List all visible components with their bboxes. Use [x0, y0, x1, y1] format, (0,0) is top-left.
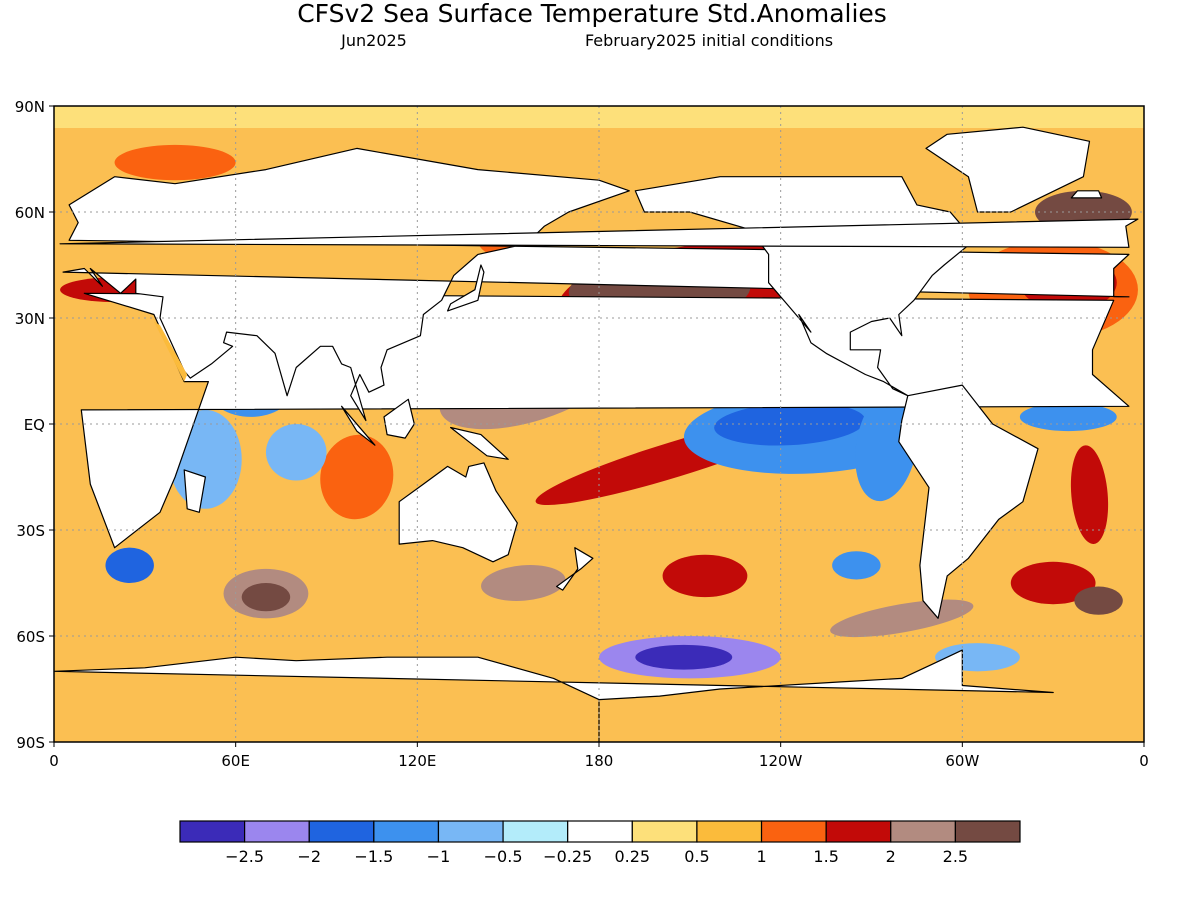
colorbar-labels: −2.5 −2 −1.5 −1 −0.5 −0.25 0.25 0.5 1 1.5 2 2.5 [225, 847, 968, 866]
colorbar-label: 1 [756, 847, 766, 866]
colorbar-swatch [244, 820, 310, 843]
colorbar-swatch [760, 820, 827, 843]
anomaly-region-sio-cold-west [105, 547, 154, 583]
colorbar-swatch [954, 820, 1021, 843]
colorbar-label: −0.25 [543, 847, 592, 866]
land-madagascar [183, 469, 206, 513]
anomaly-region-so-atl-core [1074, 586, 1123, 615]
longitude-axis: 0 60E 120E 180 120W 60W 0 [49, 742, 1149, 770]
land-new-guinea [450, 426, 509, 460]
colorbar-swatch [890, 820, 956, 843]
colorbar-label: 2 [886, 847, 896, 866]
colorbar-label: 0.25 [614, 847, 650, 866]
land-japan [447, 264, 485, 312]
lon-tick-label: 180 [585, 752, 614, 770]
map-gridlines [54, 106, 1144, 742]
anomaly-region-satl-warm [1070, 445, 1109, 544]
lat-tick-label: 30S [16, 522, 45, 540]
colorbar-swatch [502, 820, 569, 843]
land-sumatra [341, 405, 376, 446]
colorbar-label: 0.5 [684, 847, 709, 866]
anomaly-region-spac-cold-mid [832, 551, 881, 580]
land-australia [398, 462, 518, 563]
anomaly-region-sio-core [241, 583, 291, 612]
land-antarctica [54, 649, 1054, 742]
colorbar-label: −2 [297, 847, 321, 866]
anomaly-region-arctic-warm-eur [114, 144, 236, 181]
land-masses [54, 126, 1139, 742]
land-eurasia [62, 147, 1130, 422]
lat-tick-label: 60N [15, 204, 45, 222]
figure-title: CFSv2 Sea Surface Temperature Std.Anomal… [297, 0, 887, 28]
colorbar-swatch [437, 820, 504, 843]
anomaly-region-ross-cold-core [635, 644, 733, 670]
sea-ice-band [54, 106, 1144, 128]
lat-tick-label: 30N [15, 310, 45, 328]
colorbar-swatch [179, 820, 246, 843]
lon-tick-label: 60W [945, 752, 979, 770]
colorbar-swatches [179, 820, 1021, 843]
latitude-axis: 90N 60N 30N EQ 30S 60S 90S [15, 98, 54, 752]
lat-tick-label: 90N [15, 98, 45, 116]
land-arabia-red-gap [153, 321, 188, 382]
colorbar-label: −1.5 [354, 847, 393, 866]
land-iceland [1070, 190, 1103, 199]
initial-conditions-label: February2025 initial conditions [585, 31, 833, 50]
anomaly-region-indian-east-warm [320, 434, 394, 520]
anomaly-region-indian-central-cold [265, 424, 327, 481]
land-borneo [383, 398, 415, 439]
lon-tick-label: 120E [398, 752, 436, 770]
land-greenland [925, 126, 1091, 213]
anomaly-region-so-atl-warm [1010, 561, 1096, 605]
colorbar-label: 1.5 [813, 847, 838, 866]
lon-tick-label: 0 [49, 752, 59, 770]
colorbar-swatch [825, 820, 892, 843]
map-panel: 90N 60N 30N EQ 30S 60S 90S 0 60E 120E 180 120W 60W 0 [15, 98, 1149, 770]
lon-tick-label: 60E [221, 752, 250, 770]
lon-tick-label: 120W [759, 752, 803, 770]
target-month-label: Jun2025 [340, 31, 407, 50]
lat-tick-label: 60S [16, 628, 45, 646]
lat-tick-label: EQ [24, 416, 45, 434]
anomaly-region-epac-cold-core [714, 402, 866, 446]
colorbar-label: −1 [427, 847, 451, 866]
colorbar-label: −0.5 [484, 847, 523, 866]
land-s-america [898, 384, 1039, 619]
lat-tick-label: 90S [16, 734, 45, 752]
colorbar-label: 2.5 [943, 847, 968, 866]
land-nz [555, 547, 594, 591]
colorbar-swatch [373, 820, 440, 843]
anomaly-region-spac-warm-1 [662, 554, 748, 598]
colorbar-swatch [631, 820, 698, 843]
colorbar-swatch [696, 820, 763, 843]
lon-tick-label: 0 [1139, 752, 1149, 770]
colorbar: −2.5 −2 −1.5 −1 −0.5 −0.25 0.25 0.5 1 1.5 2 2.5 [179, 820, 1021, 866]
colorbar-swatch [567, 820, 633, 843]
colorbar-label: −2.5 [225, 847, 264, 866]
anomaly-region-tasman-warm [481, 565, 566, 601]
colorbar-swatch [308, 820, 375, 843]
